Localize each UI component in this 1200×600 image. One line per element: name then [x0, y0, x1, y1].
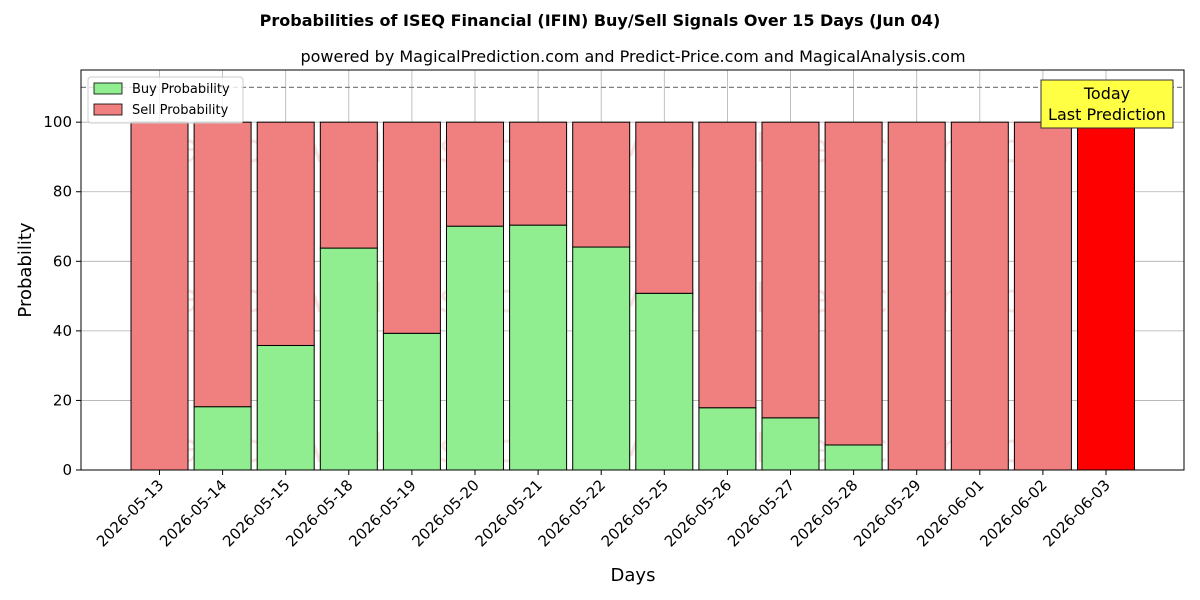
x-tick-label: 2026-06-01	[913, 476, 987, 550]
x-tick-label: 2026-05-22	[535, 476, 609, 550]
sell-bar	[130, 121, 189, 471]
sell-bar	[382, 121, 441, 334]
sell-bar	[950, 121, 1009, 471]
buy-bar	[446, 225, 504, 471]
sell-bar	[1013, 121, 1072, 471]
y-tick-label: 20	[53, 391, 72, 409]
sell-bar	[193, 121, 252, 408]
x-axis-label: Days	[611, 565, 656, 586]
legend-label-buy: Buy Probability	[132, 82, 230, 97]
buy-bar	[193, 406, 252, 471]
today-annotation-line2: Last Prediction	[1048, 105, 1166, 124]
today-annotation: Today Last Prediction	[1040, 79, 1174, 129]
buy-bar	[256, 344, 315, 471]
legend-swatch-sell	[93, 103, 123, 116]
x-tick-label: 2026-05-20	[408, 476, 482, 550]
x-tick-label: 2026-06-03	[1039, 476, 1113, 550]
x-tick-label: 2026-05-21	[472, 476, 546, 550]
sell-bar	[887, 121, 946, 471]
sell-bar	[824, 121, 883, 446]
legend: Buy Probability Sell Probability	[87, 76, 244, 124]
x-tick-label: 2026-05-26	[661, 476, 735, 550]
x-tick-label: 2026-05-14	[156, 476, 230, 550]
x-tick-label: 2026-05-25	[598, 476, 672, 550]
today-annotation-box	[1040, 79, 1174, 129]
buy-bar	[509, 224, 568, 471]
buy-bar	[698, 407, 757, 471]
chart-title: Probabilities of ISEQ Financial (IFIN) B…	[260, 11, 941, 30]
today-annotation-line1: Today	[1083, 84, 1130, 103]
y-tick-label: 60	[53, 252, 72, 270]
sell-bar	[572, 121, 631, 248]
y-tick-label: 40	[53, 322, 72, 340]
x-tick-label: 2026-05-27	[724, 476, 798, 550]
buy-bar	[761, 417, 820, 471]
sell-bar	[761, 121, 820, 419]
sell-bar	[319, 121, 378, 249]
sell-bar	[256, 121, 315, 346]
sell-bar	[1077, 121, 1135, 471]
chart-subtitle: powered by MagicalPrediction.com and Pre…	[300, 47, 965, 66]
y-tick-label: 0	[62, 461, 72, 479]
legend-swatch-buy	[93, 82, 123, 95]
sell-bar	[698, 121, 757, 409]
x-tick-label: 2026-05-29	[850, 476, 924, 550]
x-axis: 2026-05-132026-05-142026-05-152026-05-18…	[93, 470, 1114, 550]
buy-bar	[319, 247, 378, 471]
legend-box	[87, 76, 244, 124]
y-axis: 0 20 40 60 80 100	[43, 113, 81, 479]
bars	[130, 121, 1135, 471]
y-tick-label: 100	[43, 113, 72, 131]
buy-bar	[824, 444, 883, 471]
buy-bar	[635, 292, 694, 471]
x-tick-label: 2026-06-02	[976, 476, 1050, 550]
plot-frame	[80, 69, 1185, 471]
x-tick-label: 2026-05-13	[93, 476, 167, 550]
y-axis-label: Probability	[15, 222, 36, 317]
sell-bar	[635, 121, 694, 294]
legend-label-sell: Sell Probability	[132, 103, 229, 118]
x-tick-label: 2026-05-19	[345, 476, 419, 550]
y-tick-label: 80	[53, 183, 72, 201]
buy-bar	[572, 246, 631, 471]
x-tick-label: 2026-05-28	[787, 476, 861, 550]
x-tick-label: 2026-05-15	[219, 476, 293, 550]
x-tick-label: 2026-05-18	[282, 476, 356, 550]
buy-bar	[382, 332, 441, 471]
sell-bar	[446, 121, 504, 227]
sell-bar	[509, 121, 568, 226]
